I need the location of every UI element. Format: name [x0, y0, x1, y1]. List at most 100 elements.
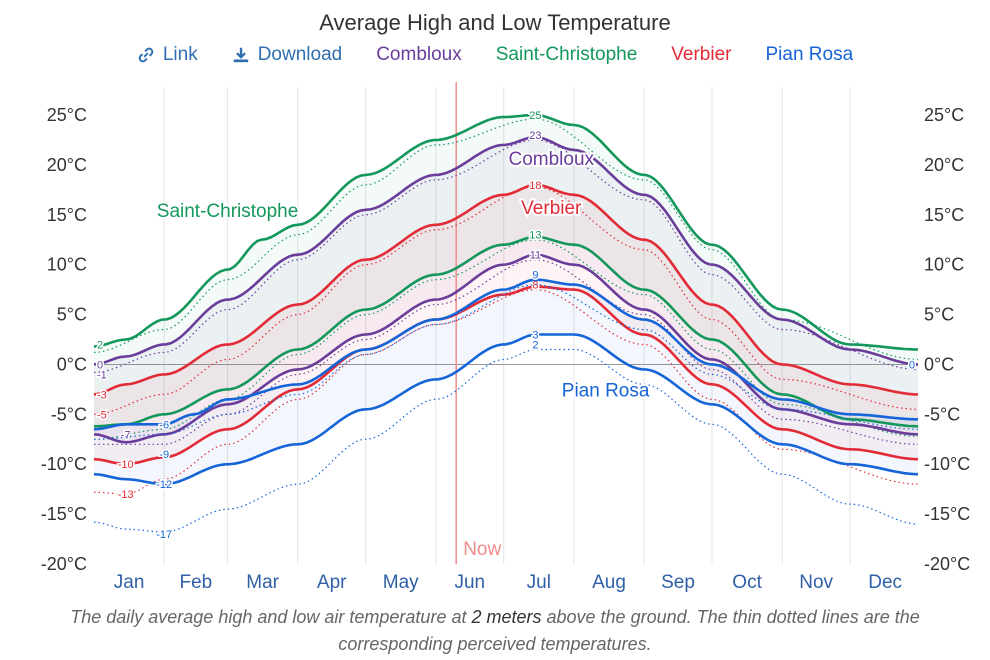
y-tick-label-right: 15°C — [924, 205, 964, 225]
value-label-halo: -3 — [97, 389, 107, 401]
y-tick-label-right: -20°C — [924, 554, 970, 574]
month-label: Feb — [179, 572, 212, 593]
high-line — [93, 183, 919, 396]
value-label: 3 — [532, 330, 538, 342]
value-label-halo: 2 — [532, 339, 538, 351]
link-icon — [138, 47, 154, 63]
link-button[interactable]: Link — [137, 44, 198, 66]
low-feel-line — [93, 289, 919, 495]
value-label: 2 — [97, 339, 103, 351]
value-label: 11 — [530, 250, 541, 262]
month-label: Sep — [661, 572, 695, 593]
value-label-halo: -7 — [121, 429, 131, 441]
series-name-label: Pian Rosa — [562, 380, 650, 401]
chart-toolbar: Link Download Combloux Saint-Christophe … — [0, 44, 990, 66]
band-verbier — [94, 184, 918, 465]
toggle-combloux[interactable]: Combloux — [376, 44, 462, 65]
high-feel-line — [93, 284, 919, 440]
month-label: Oct — [732, 572, 762, 593]
month-label: Dec — [868, 572, 902, 593]
low-line — [93, 285, 919, 466]
value-label-halo: 11 — [530, 250, 541, 262]
band-combloux — [94, 137, 918, 443]
value-label-halo: -1 — [97, 369, 107, 381]
y-tick-label-right: -10°C — [924, 454, 970, 474]
month-label: Jun — [454, 572, 485, 593]
month-label: Jan — [114, 572, 145, 593]
value-label: -13 — [118, 489, 134, 501]
y-tick-label-left: -15°C — [41, 504, 87, 524]
month-label: May — [383, 572, 419, 593]
series-name-label: Saint-Christophe — [157, 201, 299, 222]
value-label: -6 — [159, 419, 169, 431]
value-label-halo: -6 — [159, 419, 169, 431]
low-line — [93, 253, 919, 444]
value-label: -10 — [118, 459, 134, 471]
value-label-halo: 13 — [529, 230, 541, 242]
value-label-halo: -5 — [97, 409, 107, 421]
series-bands — [94, 115, 918, 485]
low-feel-line — [93, 348, 919, 533]
value-label-halo: 23 — [529, 130, 541, 142]
chart-caption: The daily average high and low air tempe… — [40, 604, 950, 658]
month-label: Aug — [592, 572, 626, 593]
value-label: -7 — [121, 429, 131, 441]
y-tick-label-right: 20°C — [924, 155, 964, 175]
y-tick-label-left: 5°C — [57, 305, 87, 325]
value-label: 8 — [532, 280, 538, 292]
series-name-labels: Saint-Christophe Combloux Verbier Pian Rosa — [155, 147, 652, 403]
y-tick-label-right: -15°C — [924, 504, 970, 524]
series-name-label: Combloux — [509, 149, 595, 170]
link-label: Link — [162, 44, 198, 65]
month-label: Jul — [527, 572, 551, 593]
value-label: -12 — [156, 479, 172, 491]
high-line — [93, 278, 918, 431]
value-label-halo: -12 — [156, 479, 172, 491]
value-label-halo: -13 — [118, 489, 134, 501]
y-tick-label-left: 10°C — [47, 255, 87, 275]
y-tick-label-left: 20°C — [47, 155, 87, 175]
high-line — [93, 135, 919, 366]
y-tick-label-left: 25°C — [47, 105, 87, 125]
y-tick-label-right: -5°C — [924, 404, 960, 424]
toggle-verbier[interactable]: Verbier — [671, 44, 732, 65]
value-label: -5 — [97, 409, 107, 421]
download-button[interactable]: Download — [232, 44, 342, 66]
value-label-halo: 0 — [97, 359, 103, 371]
value-label: -1 — [97, 369, 107, 381]
caption-part2: above the ground. The thin dotted lines … — [338, 607, 920, 654]
y-axis-ticks: 25°C 25°C20°C 20°C15°C 15°C10°C 10°C5°C 5°C0°… — [41, 105, 970, 574]
month-label: Nov — [799, 572, 833, 593]
value-label-halo: 3 — [532, 330, 538, 342]
value-label-halo: -9 — [159, 449, 169, 461]
month-label: Apr — [317, 572, 347, 593]
value-label-halo: -17 — [156, 529, 172, 541]
now-label: Now — [463, 539, 501, 560]
caption-part1: The daily average high and low air tempe… — [70, 607, 472, 627]
low-feel-line — [94, 259, 919, 445]
grid-lines — [163, 87, 851, 564]
value-label: 25 — [529, 110, 541, 122]
y-tick-label-left: -10°C — [41, 454, 87, 474]
value-label: 23 — [529, 130, 541, 142]
toggle-pian-rosa[interactable]: Pian Rosa — [765, 44, 854, 65]
value-label-halo: 0 — [909, 359, 915, 371]
band-pian-rosa — [94, 279, 918, 485]
y-tick-label-left: 15°C — [47, 205, 87, 225]
y-tick-label-left: -20°C — [41, 554, 87, 574]
value-label: 18 — [529, 180, 541, 192]
value-label-halo: 8 — [532, 280, 538, 292]
caption-highlight: 2 meters — [471, 607, 542, 627]
y-tick-label-right: 0°C — [924, 354, 954, 374]
low-line — [93, 235, 919, 428]
series-name-label: Verbier — [521, 198, 582, 219]
toggle-saint-christophe[interactable]: Saint-Christophe — [495, 44, 638, 65]
x-axis-months: Jan Feb Mar Apr May Jun Jul Aug Sep Oct Nov Dec — [114, 572, 902, 593]
value-label: 2 — [532, 339, 538, 351]
value-label-halo: 9 — [532, 270, 538, 282]
y-tick-label-right: 25°C — [924, 105, 964, 125]
